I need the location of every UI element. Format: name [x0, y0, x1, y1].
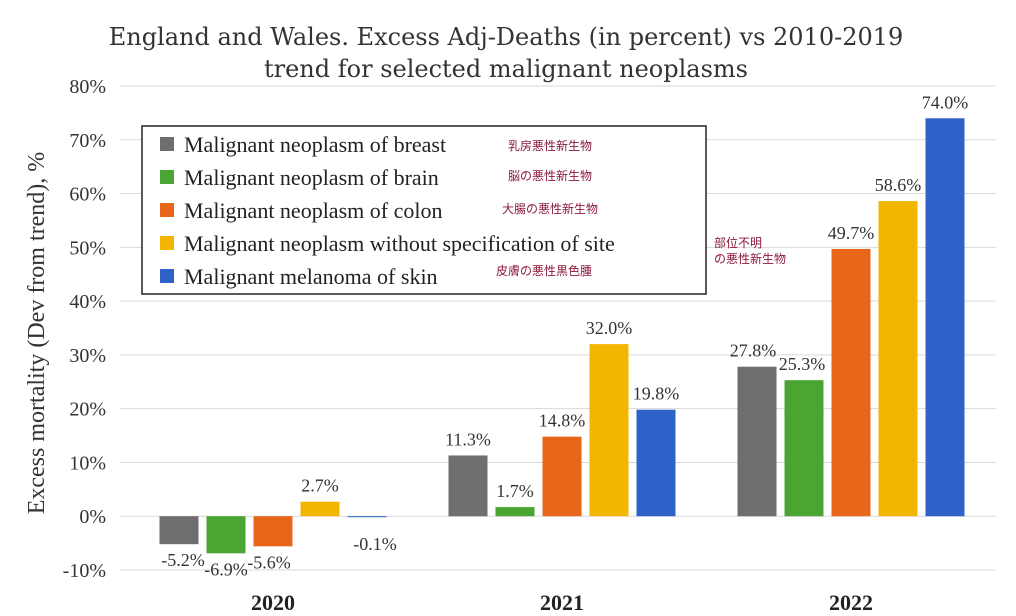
data-label: 1.7% [496, 481, 534, 501]
bar [253, 516, 293, 547]
y-tick-label: 50% [69, 237, 106, 259]
data-label: 74.0% [922, 92, 969, 112]
legend-label: Malignant melanoma of skin [184, 264, 438, 289]
data-labels: -5.2% -6.9% -5.6% 2.7% -0.1% 11.3% 1.7% 14.8% 32… [161, 92, 968, 579]
chart-title-line-2: trend for selected malignant neoplasms [264, 55, 748, 83]
bar [878, 201, 918, 517]
x-category-label: 2022 [829, 590, 873, 615]
data-label: 32.0% [586, 318, 633, 338]
bar [831, 248, 871, 517]
data-label: 14.8% [539, 411, 586, 431]
bar [636, 409, 676, 517]
y-tick-label: 80% [69, 76, 106, 98]
legend-label: Malignant neoplasm of breast [184, 132, 446, 157]
y-tick-label: 40% [69, 291, 106, 313]
bar [347, 516, 387, 518]
y-axis-label: Excess mortality (Dev from trend), % [24, 152, 50, 515]
annotation-jp: 部位不明の悪性新生物 [714, 235, 786, 266]
legend-label: Malignant neoplasm without specification… [184, 231, 615, 256]
data-label: -0.1% [353, 534, 397, 554]
bar [925, 118, 965, 517]
bar [542, 436, 582, 517]
legend: Malignant neoplasm of breast Malignant ne… [141, 125, 707, 295]
annotation-jp: 乳房悪性新生物 [508, 138, 592, 153]
bar [448, 455, 488, 517]
bar [737, 366, 777, 517]
data-label: 27.8% [730, 341, 777, 361]
legend-swatch [160, 236, 174, 250]
x-axis-categories: 2020 2021 2022 [251, 590, 873, 615]
y-tick-label: 0% [79, 506, 106, 528]
y-tick-label: 60% [69, 184, 106, 206]
y-tick-label: 70% [69, 130, 106, 152]
data-label: -5.6% [247, 552, 291, 572]
y-tick-label: 10% [69, 452, 106, 474]
legend-label: Malignant neoplasm of colon [184, 198, 442, 223]
data-label: 11.3% [445, 429, 491, 449]
bar [300, 501, 340, 517]
y-tick-label: 20% [69, 399, 106, 421]
data-label: 49.7% [828, 223, 875, 243]
legend-swatch [160, 269, 174, 283]
data-label: -5.2% [161, 550, 205, 570]
x-category-label: 2021 [540, 590, 584, 615]
data-label: 58.6% [875, 175, 922, 195]
annotation-jp: 脳の悪性新生物 [508, 168, 592, 183]
x-category-label: 2020 [251, 590, 295, 615]
legend-swatch [160, 137, 174, 151]
data-label: 2.7% [301, 476, 339, 496]
bar [159, 516, 199, 545]
y-tick-label: -10% [63, 560, 106, 582]
y-tick-label: 30% [69, 345, 106, 367]
data-label: 19.8% [633, 384, 680, 404]
legend-box [141, 125, 707, 295]
annotation-jp: 大腸の悪性新生物 [502, 201, 598, 216]
bar [589, 344, 629, 517]
bar [784, 380, 824, 517]
bar [206, 516, 246, 554]
chart-title-line-1: England and Wales. Excess Adj-Deaths (in… [109, 23, 904, 51]
bar [495, 507, 535, 517]
legend-swatch [160, 170, 174, 184]
legend-swatch [160, 203, 174, 217]
bars [159, 118, 965, 554]
data-label: -6.9% [204, 559, 248, 579]
legend-label: Malignant neoplasm of brain [184, 165, 439, 190]
annotation-jp: 皮膚の悪性黒色腫 [496, 263, 592, 278]
data-label: 25.3% [779, 354, 826, 374]
y-axis-ticks: 80% 70% 60% 50% 40% 30% 20% 10% 0% -10% [63, 76, 106, 582]
